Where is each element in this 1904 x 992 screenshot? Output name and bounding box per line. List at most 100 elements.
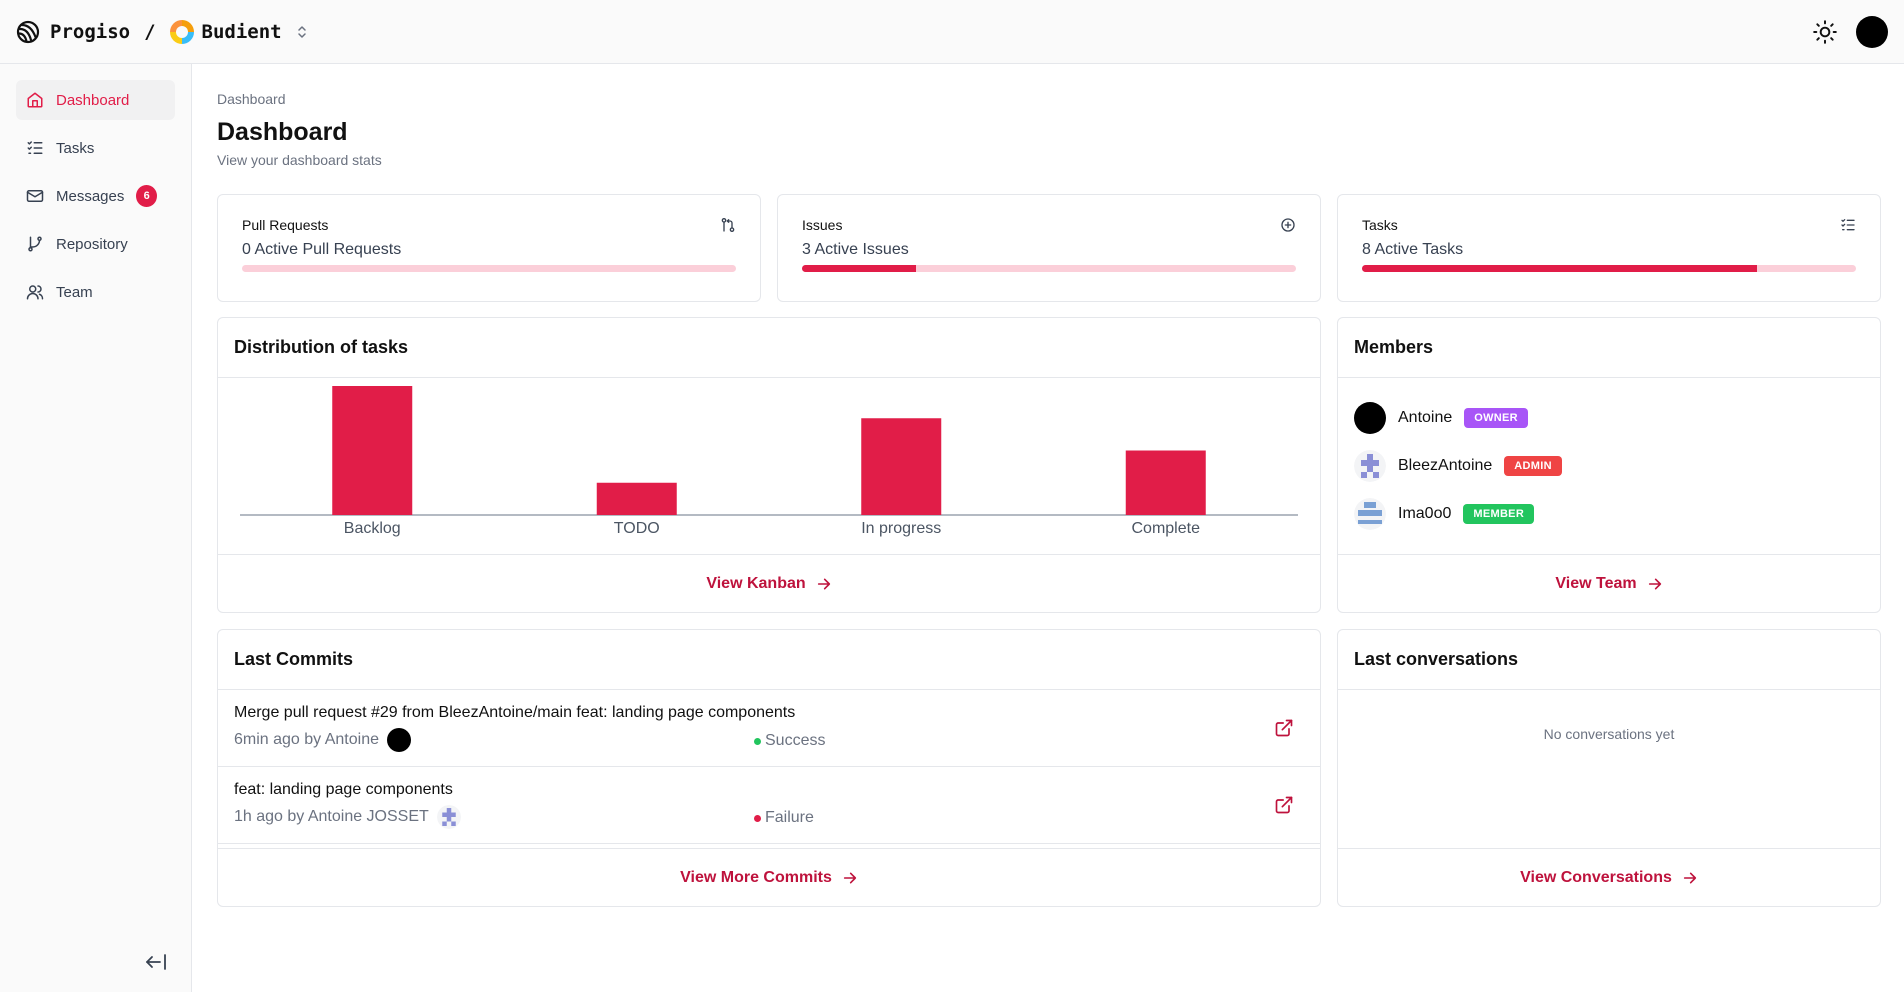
bar-complete[interactable]: [1125, 450, 1206, 516]
sidebar-item-repository[interactable]: Repository: [16, 224, 175, 264]
view-more-commits-link[interactable]: View More Commits: [680, 869, 858, 887]
sidebar-item-tasks[interactable]: Tasks: [16, 128, 175, 168]
project-name: Budient: [201, 20, 282, 43]
arrow-right-icon: [817, 578, 830, 589]
sidebar-item-label: Repository: [56, 235, 128, 253]
card-title: Last conversations: [1338, 630, 1880, 690]
pull-requests-progress: [242, 265, 736, 272]
bar-backlog[interactable]: [332, 386, 413, 515]
stat-value: 0 Active Pull Requests: [242, 241, 402, 258]
mail-icon: [26, 190, 44, 202]
tasks-icon: [27, 141, 43, 154]
arrow-right-icon: [1648, 578, 1661, 589]
distribution-card: Distribution of tasks Backlog TODO In prog…: [217, 317, 1321, 613]
link-label: View Conversations: [1520, 868, 1672, 886]
commit-message: feat: landing page components: [234, 781, 453, 798]
distribution-chart: Backlog TODO In progress Complete: [240, 386, 1298, 537]
commit-meta: 6min ago by Antoine: [234, 731, 379, 748]
role-badge: MEMBER: [1463, 504, 1535, 524]
commit-row: Merge pull request #29 from BleezAntoine…: [218, 690, 1320, 767]
conversations-card: Last conversations No conversations yet …: [1337, 629, 1881, 907]
avatar: [436, 805, 461, 829]
brand[interactable]: Progiso: [16, 20, 130, 44]
commit-status: Failure: [754, 809, 814, 827]
user-avatar[interactable]: [1856, 15, 1888, 48]
sidebar-item-label: Team: [56, 283, 93, 301]
collapse-sidebar-icon[interactable]: [144, 950, 168, 974]
commit-row: feat: landing page components 1h ago by …: [218, 767, 1320, 844]
commit-status: Success: [754, 732, 825, 750]
brand-name: Progiso: [50, 20, 131, 43]
tasks-card: Tasks 8 Active Tasks: [1337, 194, 1881, 302]
x-tick-label: Backlog: [344, 520, 401, 537]
project-switcher[interactable]: Budient: [169, 19, 308, 44]
external-link-icon[interactable]: [1274, 795, 1294, 815]
theme-toggle-sun-icon[interactable]: [1812, 19, 1838, 45]
stat-value: 8 Active Tasks: [1362, 241, 1464, 258]
home-icon: [27, 92, 43, 108]
avatar: [1354, 402, 1386, 434]
commit-message: Merge pull request #29 from BleezAntoine…: [234, 704, 796, 721]
status-label: Failure: [765, 809, 814, 826]
sidebar-item-messages[interactable]: Messages 6: [16, 176, 175, 216]
card-title: Members: [1338, 318, 1880, 378]
status-dot: [754, 814, 761, 822]
bar-todo[interactable]: [596, 482, 677, 515]
external-link-icon[interactable]: [1274, 718, 1294, 738]
arrow-right-icon: [843, 872, 857, 883]
users-icon: [26, 285, 44, 300]
link-label: View Kanban: [706, 574, 806, 592]
member-row[interactable]: Antoine OWNER: [1354, 402, 1528, 434]
commit-meta: 1h ago by Antoine JOSSET: [234, 808, 429, 825]
issues-card: Issues 3 Active Issues: [777, 194, 1321, 302]
member-name: BleezAntoine: [1398, 457, 1493, 474]
link-label: View More Commits: [680, 868, 832, 886]
card-title: Distribution of tasks: [218, 318, 1320, 378]
empty-state: No conversations yet: [1543, 726, 1675, 742]
view-team-link[interactable]: View Team: [1555, 575, 1662, 593]
view-kanban-link[interactable]: View Kanban: [706, 575, 831, 593]
circle-plus-icon: [1281, 218, 1295, 232]
x-tick-label: In progress: [861, 520, 941, 537]
git-pull-request-icon: [721, 218, 735, 232]
member-row[interactable]: Ima0o0 MEMBER: [1354, 498, 1535, 530]
stat-label: Issues: [802, 217, 843, 233]
issues-progress: [802, 265, 1296, 272]
members-card: Members Antoine OWNER BleezAntoine ADMIN…: [1337, 317, 1881, 613]
git-branch-icon: [28, 236, 42, 252]
progiso-logo-icon: [16, 20, 40, 44]
status-dot: [754, 737, 761, 745]
role-badge: OWNER: [1464, 408, 1528, 428]
stat-value: 3 Active Issues: [802, 241, 909, 258]
role-badge: ADMIN: [1504, 456, 1562, 476]
breadcrumb[interactable]: Dashboard: [217, 91, 286, 107]
member-row[interactable]: BleezAntoine ADMIN: [1354, 450, 1562, 482]
sidebar: Dashboard Tasks Messages 6 Repository Te…: [0, 64, 192, 992]
status-label: Success: [765, 732, 826, 749]
x-tick-label: TODO: [614, 520, 660, 537]
avatar: [1354, 450, 1386, 482]
avatar: [1354, 498, 1386, 530]
breadcrumb-separator: /: [144, 20, 156, 43]
sidebar-item-dashboard[interactable]: Dashboard: [16, 80, 175, 120]
progress-fill: [1362, 265, 1758, 272]
project-logo-icon: [169, 19, 194, 44]
page-subtitle: View your dashboard stats: [217, 152, 382, 168]
sidebar-item-label: Messages: [56, 187, 125, 205]
top-bar: Progiso / Budient: [0, 0, 1904, 64]
link-label: View Team: [1555, 574, 1637, 592]
list-checks-icon: [1841, 219, 1855, 231]
sidebar-item-label: Dashboard: [56, 91, 130, 109]
member-name: Ima0o0: [1398, 505, 1452, 522]
page-title: Dashboard: [217, 118, 348, 146]
x-tick-label: Complete: [1132, 520, 1201, 537]
member-name: Antoine: [1398, 409, 1453, 426]
progress-fill: [802, 265, 916, 272]
sidebar-item-team[interactable]: Team: [16, 272, 175, 312]
arrow-right-icon: [1683, 872, 1697, 883]
chevrons-up-down-icon: [296, 24, 308, 40]
stat-label: Tasks: [1362, 217, 1398, 233]
view-conversations-link[interactable]: View Conversations: [1520, 869, 1698, 887]
stat-label: Pull Requests: [242, 217, 329, 233]
bar-in-progress[interactable]: [861, 418, 942, 515]
